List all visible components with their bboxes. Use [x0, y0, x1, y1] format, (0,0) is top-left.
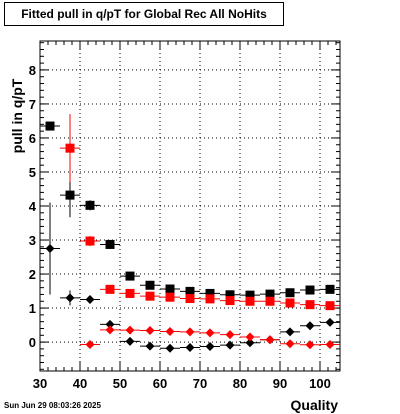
- chart-title: Fitted pull in q/pT for Global Rec All N…: [4, 2, 284, 26]
- data-point-diamond: [205, 328, 215, 338]
- data-point-diamond: [85, 339, 95, 349]
- series-2: [60, 114, 340, 311]
- y-tick-label: 1: [29, 301, 36, 316]
- axis-ticks: [39, 41, 340, 371]
- data-point-square: [265, 296, 275, 306]
- series-4: [80, 325, 340, 350]
- data-point-diamond: [105, 319, 115, 329]
- series-3: [40, 202, 340, 353]
- y-tick-label: 4: [29, 199, 37, 214]
- data-point-diamond: [125, 336, 135, 346]
- data-point-square: [265, 289, 275, 299]
- data-point-diamond: [185, 327, 195, 337]
- x-tick-label: 50: [113, 376, 127, 391]
- timestamp: Sun Jun 29 08:03:26 2025: [4, 401, 101, 410]
- data-point-diamond: [285, 327, 295, 337]
- data-point-square: [85, 236, 95, 246]
- data-point-square: [245, 296, 255, 306]
- data-point-diamond: [225, 340, 235, 350]
- data-point-diamond: [205, 342, 215, 352]
- data-point-diamond: [225, 330, 235, 340]
- data-point-diamond: [325, 339, 335, 349]
- data-point-square: [225, 296, 235, 306]
- data-points: [40, 114, 340, 353]
- data-point-square: [305, 300, 315, 310]
- data-point-square: [225, 290, 235, 300]
- data-point-square: [145, 280, 155, 290]
- data-point-diamond: [145, 341, 155, 351]
- data-point-diamond: [45, 244, 55, 254]
- data-point-diamond: [145, 326, 155, 336]
- data-point-square: [165, 292, 175, 302]
- x-tick-label: 70: [193, 376, 207, 391]
- y-tick-label: 8: [29, 63, 36, 78]
- data-point-square: [245, 290, 255, 300]
- data-point-square: [65, 143, 75, 153]
- data-point-diamond: [125, 325, 135, 335]
- data-point-diamond: [245, 332, 255, 342]
- x-tick-label: 80: [233, 376, 247, 391]
- y-tick-label: 3: [29, 233, 36, 248]
- data-point-square: [305, 285, 315, 295]
- x-tick-label: 40: [73, 376, 87, 391]
- data-point-square: [185, 294, 195, 304]
- data-point-square: [285, 298, 295, 308]
- data-point-square: [125, 288, 135, 298]
- data-point-diamond: [85, 295, 95, 305]
- tick-labels: 30 40 50 60 70 80 90 100 0 1 2 3 4 5 6 7 8: [29, 63, 331, 391]
- data-point-square: [285, 288, 295, 298]
- y-tick-label: 2: [29, 267, 36, 282]
- data-point-square: [145, 291, 155, 301]
- data-point-square: [105, 239, 115, 249]
- data-point-square: [325, 301, 335, 311]
- y-tick-label: 5: [29, 165, 36, 180]
- data-point-diamond: [325, 317, 335, 327]
- data-point-square: [185, 286, 195, 296]
- data-point-square: [325, 284, 335, 294]
- y-tick-label: 7: [29, 97, 36, 112]
- data-point-square: [205, 288, 215, 298]
- data-point-square: [125, 271, 135, 281]
- data-point-square: [85, 200, 95, 210]
- series-1: [40, 121, 340, 300]
- data-point-diamond: [165, 343, 175, 353]
- data-point-diamond: [305, 340, 315, 350]
- data-point-square: [65, 190, 75, 200]
- data-point-diamond: [265, 335, 275, 345]
- data-point-diamond: [65, 293, 75, 303]
- data-point-diamond: [105, 325, 115, 335]
- x-tick-label: 30: [33, 376, 47, 391]
- y-tick-label: 6: [29, 131, 36, 146]
- data-point-diamond: [165, 327, 175, 337]
- data-point-diamond: [285, 339, 295, 349]
- data-point-square: [205, 294, 215, 304]
- x-axis-title: Quality: [291, 397, 339, 413]
- data-point-diamond: [305, 321, 315, 331]
- data-point-diamond: [185, 343, 195, 353]
- x-tick-label: 100: [309, 376, 331, 391]
- y-tick-label: 0: [29, 335, 36, 350]
- data-point-square: [165, 284, 175, 294]
- x-tick-label: 60: [153, 376, 167, 391]
- data-point-square: [105, 284, 115, 294]
- data-point-square: [45, 121, 55, 131]
- data-point-diamond: [245, 338, 255, 348]
- y-axis-title: pull in q/pT: [9, 78, 25, 153]
- x-tick-label: 90: [273, 376, 287, 391]
